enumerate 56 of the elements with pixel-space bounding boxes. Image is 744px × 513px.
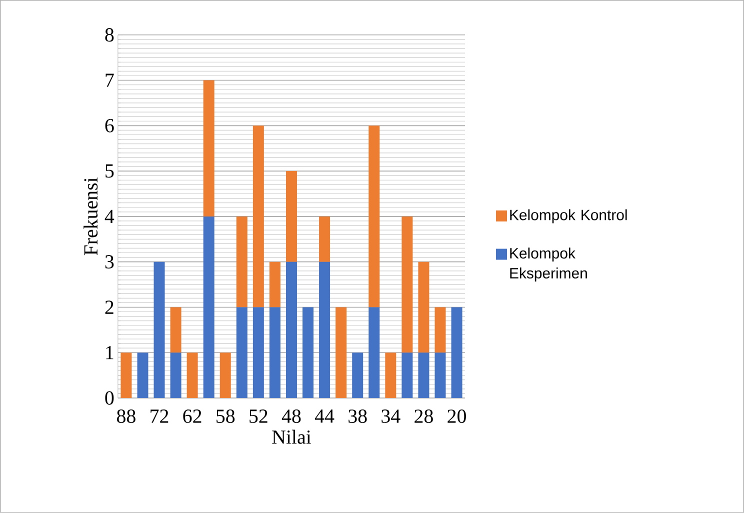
bar (319, 262, 330, 398)
y-tick-label: 2 (105, 300, 114, 314)
y-tick-label: 5 (106, 164, 114, 178)
y-tick-label: 1 (106, 346, 114, 360)
bar (236, 307, 248, 398)
bar (352, 352, 364, 398)
bar (286, 171, 297, 262)
bar (154, 262, 165, 398)
y-tick-label: 6 (105, 119, 114, 132)
bar (368, 307, 380, 398)
y-tick-label: 4 (104, 210, 114, 224)
bar (418, 262, 430, 353)
bar (236, 216, 248, 308)
x-tick-label: 62 (183, 410, 202, 423)
bar (434, 307, 446, 353)
bar (186, 352, 198, 398)
x-tick-label: 38 (348, 410, 367, 423)
bar (368, 126, 380, 308)
bar (220, 352, 231, 398)
bar (137, 352, 148, 398)
bar (385, 352, 396, 398)
bar (418, 352, 430, 398)
x-tick-label: 52 (250, 410, 268, 423)
x-tick-label: 58 (216, 410, 235, 423)
legend-label: Kelompok Kontrol (510, 209, 627, 224)
x-axis-title: Nilai (272, 430, 312, 444)
x-tick-label: 44 (314, 410, 334, 423)
bar (120, 352, 132, 398)
y-axis-title: Frekuensi (84, 178, 98, 256)
bar (319, 216, 330, 262)
bar (170, 307, 182, 353)
bar (269, 262, 280, 308)
x-tick-label: 72 (150, 410, 168, 423)
x-tick-label: 20 (448, 410, 466, 423)
bar (402, 216, 413, 353)
bar (402, 352, 413, 398)
bar (269, 307, 280, 398)
legend-label: Kelompok Eksperimen (510, 248, 587, 282)
bar (252, 307, 264, 398)
bar (170, 352, 182, 398)
y-tick-label: 8 (105, 28, 114, 42)
bar (302, 307, 314, 398)
y-tick-label: 0 (105, 391, 114, 405)
y-tick-label: 3 (105, 255, 114, 269)
bar (203, 80, 214, 216)
x-tick-label: 88 (117, 410, 136, 423)
x-tick-label: 28 (414, 410, 433, 423)
bar (336, 307, 347, 398)
bar (451, 307, 462, 398)
bar (203, 216, 214, 398)
bar (286, 262, 297, 398)
x-tick-label: 48 (282, 410, 301, 423)
bar (252, 126, 264, 308)
bar (434, 352, 446, 398)
x-tick-label: 34 (382, 410, 400, 423)
y-tick-label: 7 (106, 74, 114, 87)
